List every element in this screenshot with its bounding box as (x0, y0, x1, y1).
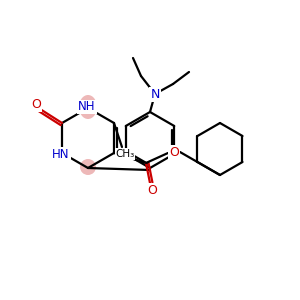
Ellipse shape (80, 159, 96, 175)
Text: N: N (150, 88, 160, 100)
Text: HN: HN (52, 148, 70, 160)
Text: O: O (147, 184, 157, 196)
Ellipse shape (79, 95, 97, 119)
Text: O: O (169, 146, 179, 158)
Text: NH: NH (78, 100, 96, 113)
Text: CH₃: CH₃ (116, 149, 135, 159)
Text: O: O (31, 98, 41, 110)
